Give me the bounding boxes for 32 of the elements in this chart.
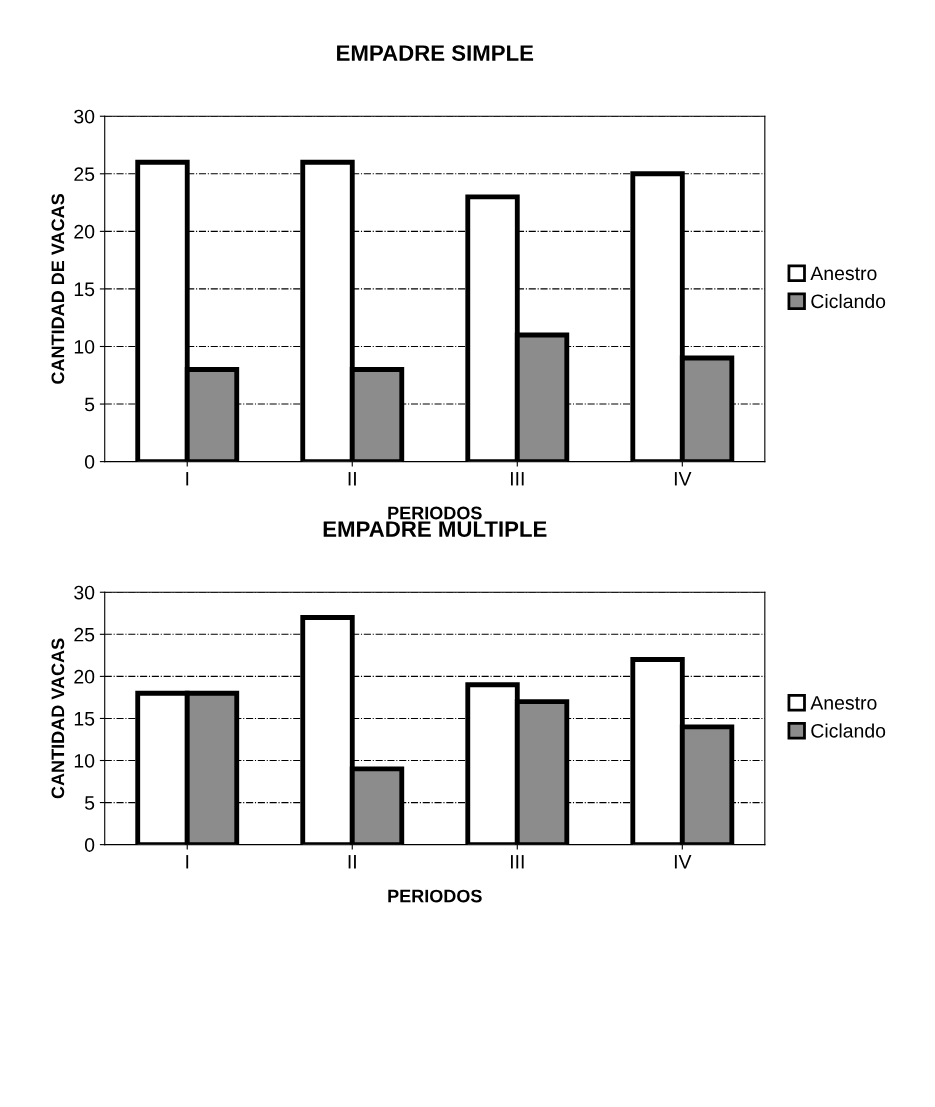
- y-tick-label: 5: [84, 397, 95, 412]
- x-tick-label: III: [510, 855, 524, 869]
- legend-label: Anestro: [810, 266, 877, 281]
- x-tick-label: I: [186, 472, 189, 486]
- y-axis-title: CANTIDAD DE VACAS: [51, 194, 65, 384]
- legend-label: Ciclando: [811, 723, 886, 738]
- y-tick-label: 15: [74, 282, 95, 297]
- x-tick-label: III: [510, 472, 524, 486]
- x-axis-title: PERIODOS: [388, 506, 482, 520]
- legend-label: Anestro: [810, 696, 877, 710]
- y-tick-label: 10: [74, 339, 95, 354]
- y-tick-label: 25: [74, 167, 95, 182]
- y-tick-label: 30: [74, 585, 95, 600]
- y-tick-label: 20: [74, 669, 95, 684]
- y-tick-label: 10: [74, 753, 95, 768]
- y-tick-label: 0: [84, 455, 95, 469]
- y-tick-label: 5: [84, 796, 95, 810]
- x-tick-label: II: [348, 472, 356, 486]
- chart-title: EMPADRE SIMPLE: [337, 45, 534, 61]
- y-tick-label: 0: [84, 838, 95, 852]
- y-tick-label: 20: [74, 224, 95, 239]
- y-tick-label: 25: [74, 627, 95, 642]
- x-tick-label: IV: [674, 472, 692, 486]
- y-tick-label: 30: [74, 109, 95, 124]
- x-tick-label: I: [186, 855, 189, 869]
- x-axis-title: PERIODOS: [388, 889, 482, 903]
- legend-label: Ciclando: [811, 293, 886, 309]
- x-tick-label: IV: [674, 855, 692, 869]
- x-tick-label: II: [348, 855, 356, 869]
- y-axis-title: CANTIDAD VACAS: [51, 638, 65, 799]
- y-tick-label: 15: [74, 712, 95, 726]
- chart-title: EMPADRE MULTIPLE: [323, 521, 547, 537]
